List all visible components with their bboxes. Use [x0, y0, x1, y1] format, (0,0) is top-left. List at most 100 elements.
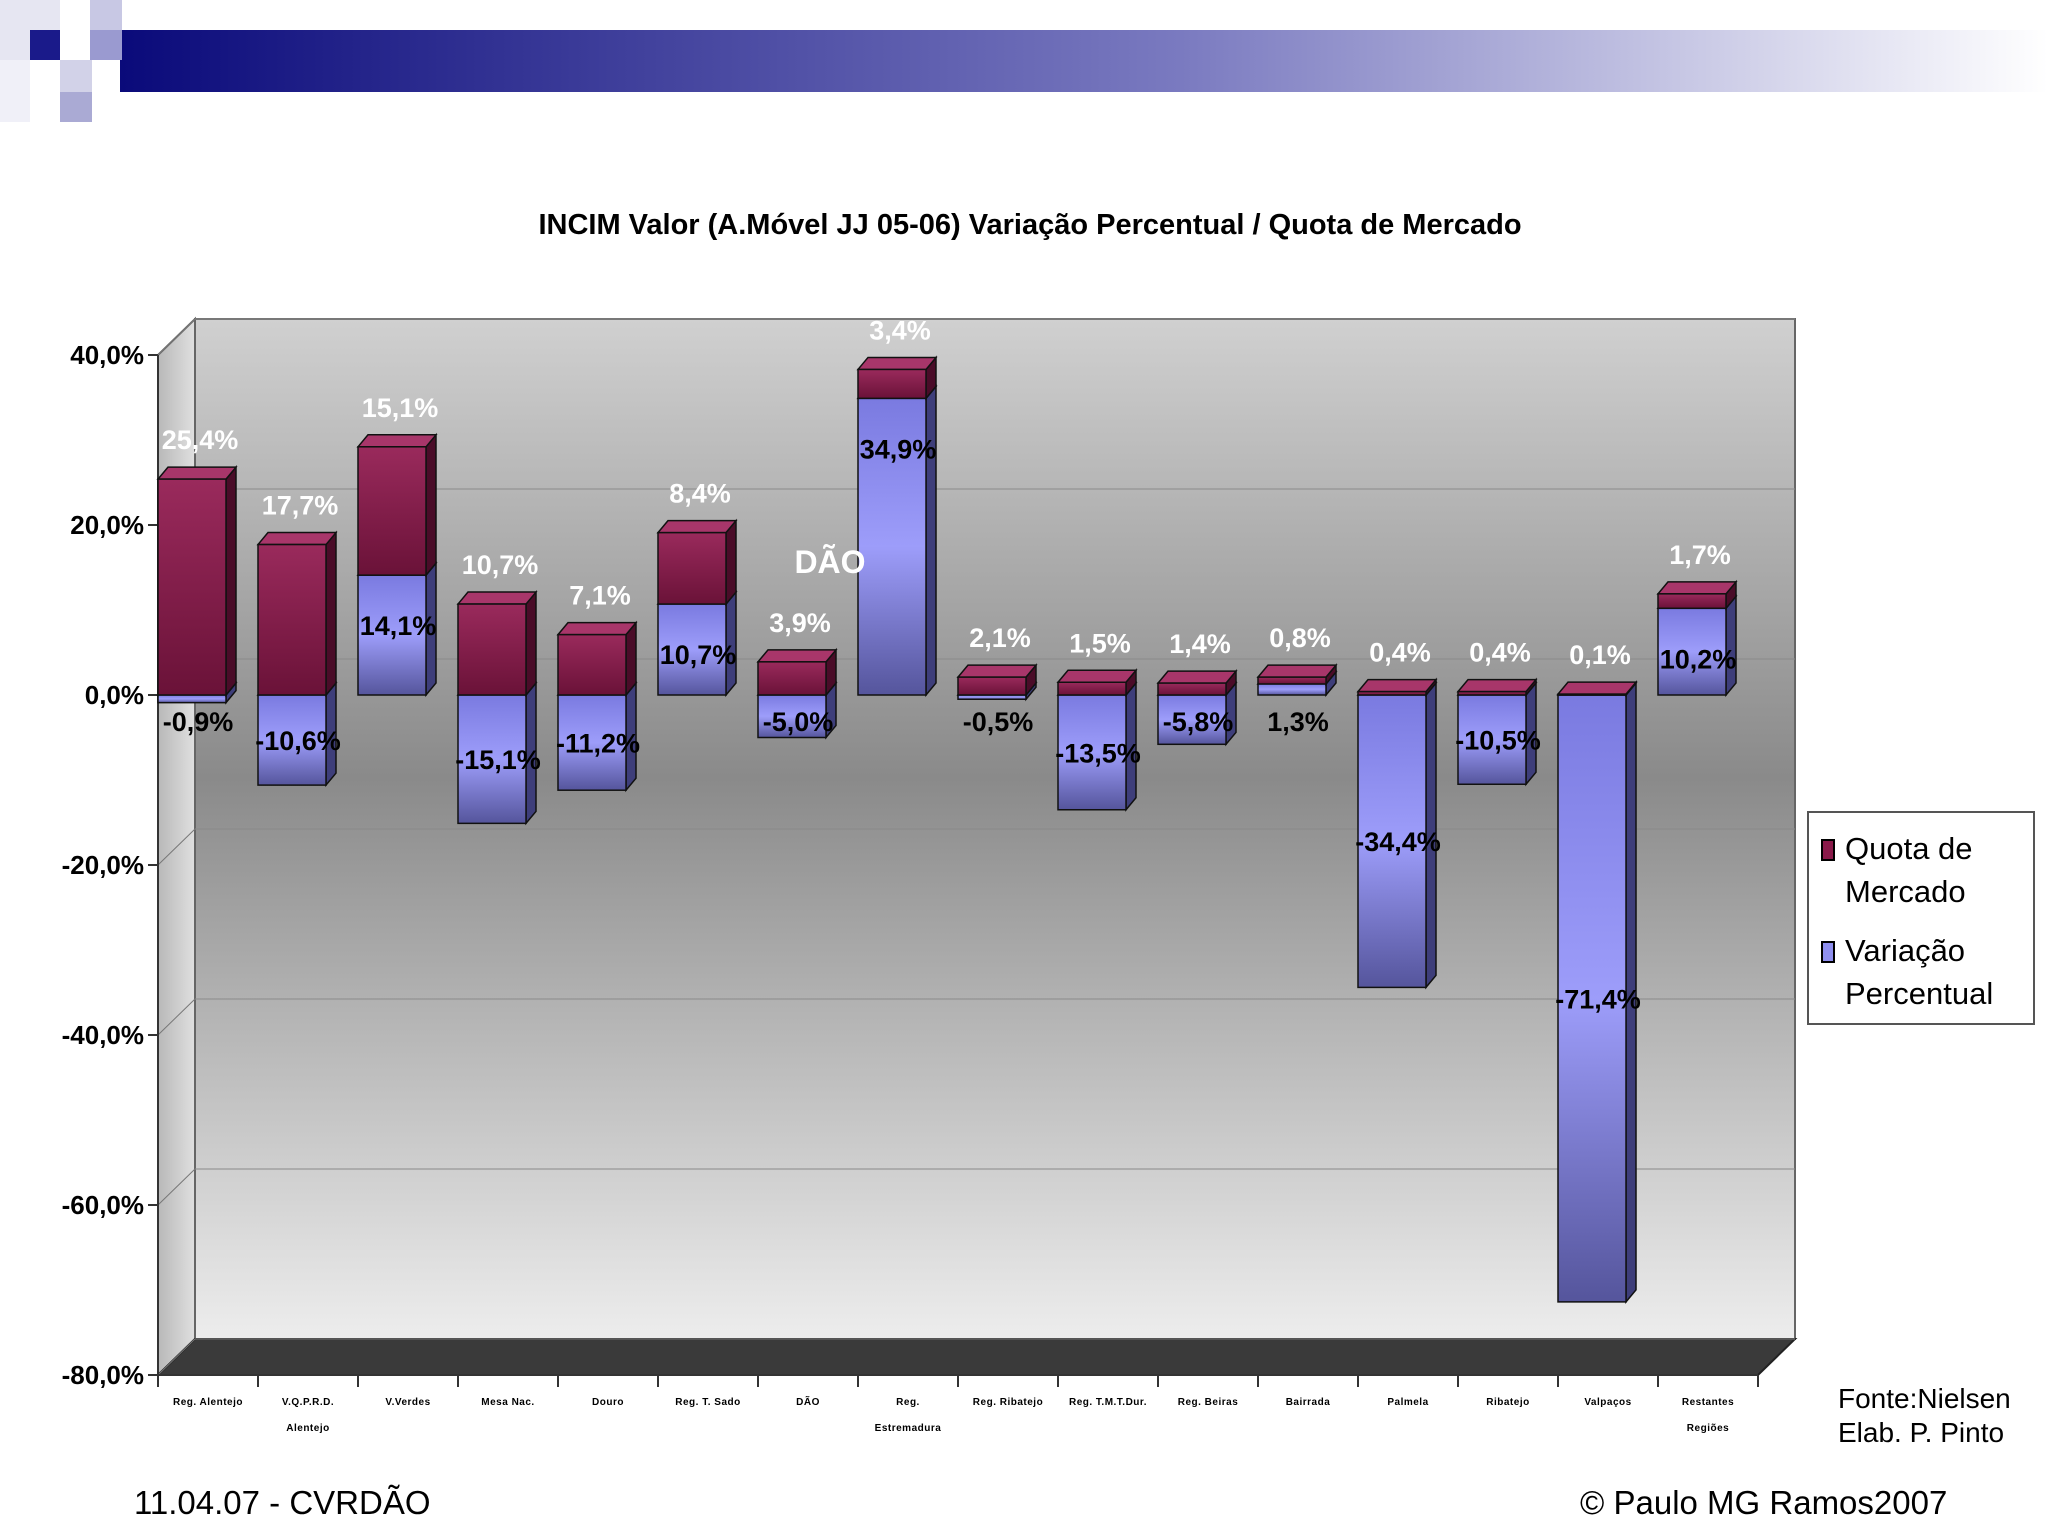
x-category-label: Reg. T. Sado	[675, 1397, 740, 1408]
data-label-quota: 2,1%	[969, 623, 1031, 653]
x-category-label: Mesa Nac.	[481, 1397, 534, 1408]
bar-quota-front	[1557, 693, 1627, 696]
x-category-label: V.Verdes	[385, 1397, 430, 1408]
bar-quota-side	[725, 518, 737, 607]
x-category-label: V.Q.P.R.D.	[282, 1397, 334, 1408]
bar-quota-front	[1057, 681, 1127, 696]
bar-quota-side	[325, 530, 337, 698]
bar-variacao-front	[1057, 694, 1127, 811]
bar-quota-top	[656, 519, 738, 534]
source-line-2: Elab. P. Pinto	[1838, 1417, 2005, 1448]
data-label-variacao: -5,8%	[1163, 707, 1234, 737]
bar-quota-front	[457, 603, 527, 696]
plot-floor	[155, 1338, 1798, 1376]
bar-quota-top	[956, 664, 1038, 678]
bar-quota	[1156, 669, 1238, 698]
x-category-label: Reg. Beiras	[1178, 1397, 1239, 1408]
data-label-variacao: -0,9%	[163, 707, 234, 737]
gridline-diag	[157, 1338, 196, 1376]
legend-item-variacao: Variação Percentual	[1821, 929, 2023, 1015]
bar-quota	[1656, 579, 1738, 611]
bar-quota	[1456, 677, 1538, 698]
header-banner	[0, 0, 2048, 122]
x-category-label: Reg.	[896, 1397, 920, 1408]
gridline-diag	[157, 828, 196, 866]
x-axis-ticks: Reg. Alentejo V.Q.P.R.D. Alentejo V.Verdes M…	[157, 1375, 1759, 1434]
bar-quota-front	[1457, 690, 1527, 696]
legend-swatch-variacao	[1821, 941, 1835, 963]
bar-quota	[456, 589, 538, 698]
y-tick-label: 0,0%	[85, 680, 144, 710]
bar-quota	[356, 432, 438, 578]
data-label-quota: 1,4%	[1169, 629, 1231, 659]
chart-title: INCIM Valor (A.Móvel JJ 05-06) Variação …	[538, 209, 1521, 241]
bar-quota	[956, 663, 1038, 698]
data-label-variacao: -0,5%	[963, 707, 1034, 737]
bar-quota-front	[1357, 690, 1427, 696]
bar-variacao-front	[557, 694, 627, 791]
data-label-quota: 3,9%	[769, 608, 831, 638]
x-category-label: Palmela	[1387, 1397, 1428, 1408]
bar-quota	[1556, 680, 1638, 698]
bar-quota-top	[356, 434, 438, 448]
bar-quota-front	[757, 661, 827, 696]
data-label-quota: 0,1%	[1569, 640, 1631, 670]
x-category-label: Bairrada	[1286, 1397, 1331, 1408]
bar-quota-front	[357, 446, 427, 576]
data-label-variacao: 10,7%	[660, 640, 737, 670]
x-category-label: Reg. T.M.T.Dur.	[1069, 1397, 1147, 1408]
data-label-quota: 3,4%	[869, 315, 931, 345]
bar-quota	[1056, 668, 1138, 698]
x-category-label: DÃO	[796, 1395, 820, 1408]
bar-quota	[1356, 677, 1438, 698]
bar-quota-top	[1256, 664, 1338, 678]
dao-annotation: DÃO	[794, 544, 865, 580]
bar-variacao-front	[1157, 694, 1227, 746]
bar-variacao	[1556, 680, 1638, 1304]
data-label-variacao: 10,2%	[1660, 644, 1737, 674]
bar-quota-top	[256, 531, 338, 546]
bar-quota-top	[1056, 669, 1138, 683]
bar-quota-front	[1257, 676, 1327, 685]
bar-quota-top	[556, 621, 638, 636]
data-labels: 25,4% -0,9% 17,7% -10,6% 15,1% 14,1% 10,7% -15,…	[162, 315, 1737, 1014]
source-line-1: Fonte:Nielsen	[1838, 1383, 2011, 1414]
y-axis-ticks: 40,0% 20,0% 0,0% -20,0% -40,0% -60,0% -80,0%	[62, 340, 158, 1390]
bar-quota-top	[156, 466, 238, 480]
y-tick-label: 40,0%	[70, 340, 144, 370]
legend-label-quota-1: Quota de	[1845, 831, 1973, 866]
bars	[156, 355, 1738, 1304]
data-label-quota: 0,4%	[1469, 638, 1531, 668]
bar-quota-front	[857, 368, 927, 400]
data-label-variacao: -71,4%	[1555, 984, 1641, 1014]
data-label-variacao: 1,3%	[1267, 707, 1329, 737]
bar-quota-top	[1156, 670, 1238, 684]
data-label-quota: 25,4%	[162, 425, 239, 455]
bar-variacao-front	[357, 574, 427, 696]
bar-variacao-front	[1357, 694, 1427, 989]
bar-variacao	[1356, 680, 1438, 990]
bar-quota-front	[957, 676, 1027, 696]
bar-quota-top	[1556, 681, 1638, 695]
footer-copyright: © Paulo MG Ramos2007	[1580, 1484, 1948, 1521]
data-label-variacao: -15,1%	[455, 745, 541, 775]
gridline-diag	[157, 1168, 196, 1206]
bar-quota-top	[1656, 581, 1738, 595]
bar-quota-top	[1356, 678, 1438, 693]
data-label-variacao: -5,0%	[763, 707, 834, 737]
bar-quota-top	[856, 356, 938, 371]
data-label-variacao: 14,1%	[360, 611, 437, 641]
bar-variacao-front	[657, 603, 727, 696]
bar-quota	[756, 647, 838, 698]
bar-variacao-side	[925, 384, 937, 698]
data-label-variacao: -10,6%	[255, 726, 341, 756]
bar-quota-side	[525, 589, 537, 698]
bar-quota	[1256, 663, 1338, 687]
y-tick-label: -60,0%	[62, 1190, 144, 1220]
bar-quota-front	[657, 531, 727, 605]
data-label-quota: 0,8%	[1269, 623, 1331, 653]
gridline-diag	[157, 318, 196, 356]
data-label-quota: 1,7%	[1669, 540, 1731, 570]
x-category-label-line2: Estremadura	[875, 1423, 942, 1434]
